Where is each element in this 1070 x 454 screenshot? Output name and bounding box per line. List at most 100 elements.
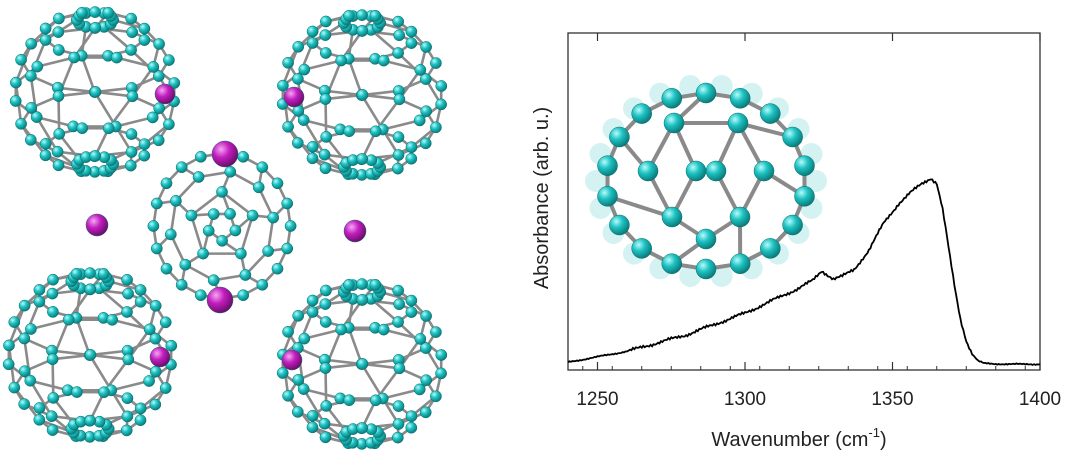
carbon-atom bbox=[661, 253, 683, 274]
bond bbox=[50, 349, 92, 357]
bond bbox=[382, 328, 422, 341]
carbon-atom bbox=[97, 268, 110, 280]
bond bbox=[190, 190, 224, 217]
carbon-atom bbox=[125, 12, 138, 25]
carbon-atom bbox=[369, 125, 382, 138]
carbon-atom bbox=[207, 208, 220, 220]
carbon-atom bbox=[419, 342, 432, 354]
carbon-atom bbox=[435, 367, 447, 380]
carbon-atom bbox=[298, 63, 311, 76]
carbon-atom bbox=[216, 186, 228, 198]
carbon-atom bbox=[435, 98, 447, 111]
carbon-atom bbox=[413, 383, 426, 396]
carbon-atom bbox=[122, 353, 135, 366]
carbon-atom bbox=[164, 228, 177, 241]
carbon-atom bbox=[343, 394, 356, 407]
carbon-atom bbox=[306, 409, 319, 422]
carbon-atom bbox=[405, 25, 418, 38]
x-axis-title-end: ) bbox=[880, 429, 887, 451]
carbon-atom bbox=[661, 88, 683, 109]
carbon-atom bbox=[33, 402, 46, 414]
carbon-atom bbox=[405, 37, 418, 49]
carbon-atom bbox=[197, 247, 209, 260]
carbon-atom bbox=[33, 413, 46, 426]
carbon-atom bbox=[31, 60, 44, 73]
carbon-atom bbox=[121, 273, 133, 286]
bond bbox=[89, 353, 130, 361]
bond bbox=[56, 86, 97, 94]
carbon-atom bbox=[47, 392, 60, 404]
bond bbox=[605, 194, 674, 219]
carbon-atom-back bbox=[805, 170, 827, 192]
carbon-atom bbox=[369, 278, 382, 291]
carbon-atom bbox=[609, 126, 630, 148]
bond bbox=[302, 387, 342, 400]
dopant-atom bbox=[206, 286, 234, 314]
carbon-atom bbox=[393, 93, 406, 106]
carbon-atom bbox=[10, 76, 22, 89]
carbon-atom bbox=[138, 34, 151, 46]
carbon-atom bbox=[661, 206, 683, 228]
carbon-atom bbox=[179, 258, 192, 271]
carbon-atom bbox=[237, 289, 250, 302]
carbon-atom bbox=[794, 186, 815, 207]
carbon-atom bbox=[306, 421, 319, 434]
carbon-atom bbox=[319, 316, 332, 328]
carbon-atom bbox=[729, 253, 751, 274]
carbon-atom bbox=[306, 152, 319, 165]
carbon-atom bbox=[392, 149, 405, 161]
carbon-atom bbox=[729, 88, 751, 109]
carbon-atom bbox=[149, 398, 162, 411]
bond bbox=[369, 28, 400, 55]
carbon-atom bbox=[430, 57, 442, 69]
molecule-inset bbox=[585, 75, 827, 287]
carbon-atom bbox=[343, 125, 356, 138]
carbon-atom bbox=[753, 160, 775, 182]
carbon-atom bbox=[420, 310, 432, 322]
carbon-atom bbox=[281, 197, 294, 210]
carbon-atom bbox=[192, 171, 205, 183]
carbon-atom bbox=[356, 89, 369, 101]
carbon-atom bbox=[292, 309, 305, 322]
carbon-atom bbox=[25, 70, 37, 82]
carbon-atom bbox=[597, 155, 618, 176]
carbon-atom bbox=[18, 398, 31, 410]
carbon-atom bbox=[84, 283, 97, 296]
bond bbox=[381, 119, 421, 131]
bond bbox=[115, 56, 155, 69]
carbon-atom bbox=[320, 15, 332, 28]
carbon-atom bbox=[760, 238, 781, 259]
carbon-atom bbox=[168, 77, 181, 89]
carbon-atom bbox=[39, 137, 52, 150]
carbon-atom bbox=[39, 149, 52, 162]
carbon-atom bbox=[138, 22, 151, 35]
carbon-atom bbox=[782, 126, 803, 148]
bond bbox=[57, 94, 61, 136]
carbon-atom bbox=[414, 64, 427, 76]
carbon-atom bbox=[420, 105, 433, 118]
carbon-atom bbox=[393, 298, 406, 311]
carbon-atom-back bbox=[710, 75, 733, 97]
carbon-atom bbox=[25, 101, 38, 114]
carbon-atom bbox=[122, 287, 134, 300]
carbon-atom bbox=[695, 258, 717, 280]
carbon-atom bbox=[782, 214, 803, 236]
carbon-atom bbox=[51, 145, 64, 158]
carbon-atom bbox=[306, 294, 319, 307]
carbon-atom bbox=[163, 54, 175, 66]
bond bbox=[323, 89, 364, 97]
carbon-atom bbox=[147, 220, 160, 232]
bond bbox=[102, 25, 133, 52]
carbon-atom bbox=[369, 9, 382, 22]
carbon-atom bbox=[153, 38, 165, 50]
carbon-atom bbox=[76, 122, 89, 135]
carbon-atom bbox=[237, 150, 250, 163]
carbon-atom bbox=[18, 299, 31, 312]
bond bbox=[29, 318, 70, 331]
carbon-atom bbox=[152, 70, 165, 82]
carbon-atom bbox=[246, 209, 259, 222]
carbon-atom bbox=[392, 418, 405, 430]
carbon-atom bbox=[284, 220, 297, 232]
carbon-atom bbox=[52, 159, 65, 172]
y-axis-title: Absorbance (arb. u.) bbox=[531, 107, 553, 289]
